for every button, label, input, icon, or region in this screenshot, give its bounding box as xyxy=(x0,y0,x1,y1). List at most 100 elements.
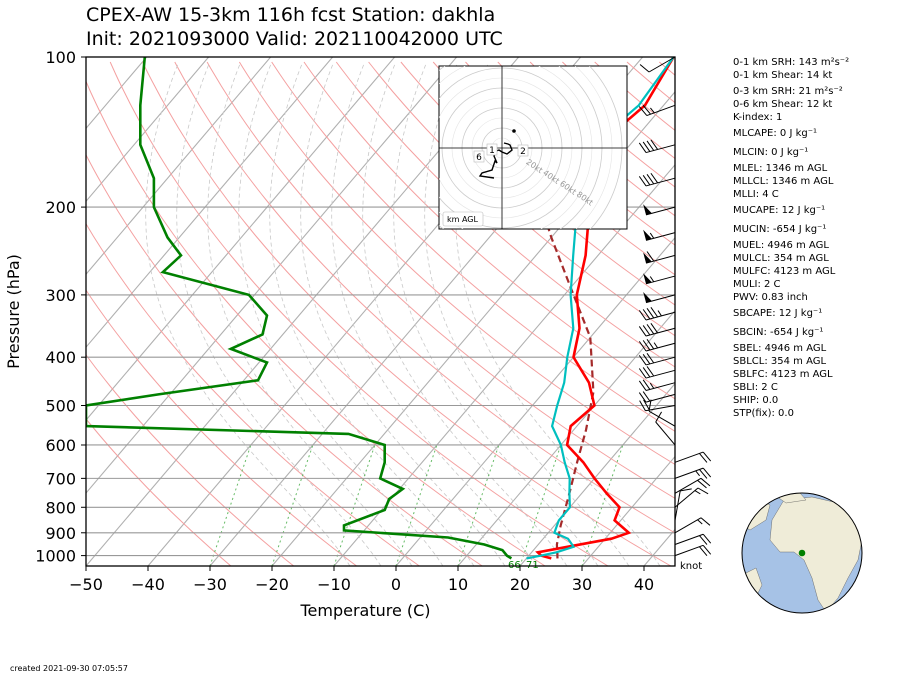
isotherm-line xyxy=(271,91,675,566)
y-tick-label: 100 xyxy=(45,48,76,67)
moist-adiabat xyxy=(300,61,506,566)
mixing-ratio-line xyxy=(395,444,438,566)
wind-barb xyxy=(674,533,712,545)
wind-barb-shaft xyxy=(674,533,704,545)
y-tick-label: 700 xyxy=(45,469,76,488)
isotherm-line xyxy=(86,57,458,494)
wind-barb-half xyxy=(653,342,659,349)
wind-barb-full xyxy=(638,310,647,321)
hodograph-panel xyxy=(438,65,628,230)
stat-mlcape: MLCAPE: 0 J kg⁻¹ xyxy=(733,128,818,139)
moist-adiabat xyxy=(393,61,599,566)
wind-barb-shaft xyxy=(674,490,681,521)
wind-barb-full xyxy=(642,340,651,351)
stat-shear-06: 0-6 km Shear: 12 kt xyxy=(733,99,833,110)
wind-barb-full xyxy=(638,142,647,153)
wind-barb-full xyxy=(642,104,651,115)
wind-barb xyxy=(638,307,676,321)
stat-ship: SHIP: 0.0 xyxy=(733,395,779,406)
moist-adiabat xyxy=(145,61,351,566)
wind-barb-full xyxy=(639,400,646,411)
plot-frame xyxy=(85,56,676,567)
wind-barb-half xyxy=(649,276,655,283)
hodograph-height-mark: 1 xyxy=(486,143,498,156)
stat-pwv: PWV: 0.83 inch xyxy=(733,292,808,303)
wind-barb-full xyxy=(702,451,712,462)
mixing-ratio-line xyxy=(209,444,252,566)
hodograph-legend-box xyxy=(442,211,484,227)
x-tick-label: −20 xyxy=(255,575,289,594)
wind-barb-full xyxy=(646,324,655,335)
stat-sblcl: SBLCL: 354 m AGL xyxy=(733,356,827,367)
y-tick-label: 1000 xyxy=(35,547,76,566)
dry-adiabat xyxy=(86,153,483,566)
wind-barb-flag xyxy=(643,204,652,215)
y-axis-label: Pressure (hPa) xyxy=(4,254,23,369)
moist-adiabat xyxy=(269,61,475,566)
wind-barb-full xyxy=(697,487,709,495)
mixing-ratio-line xyxy=(333,444,376,566)
wind-barb-full xyxy=(642,367,651,378)
wind-barb-full xyxy=(638,106,648,116)
stat-muli: MULI: 2 C xyxy=(733,279,781,290)
dry-adiabat xyxy=(142,61,672,566)
dry-adiabat xyxy=(86,354,295,566)
wind-barb-half xyxy=(694,490,701,495)
wind-barb xyxy=(638,172,676,187)
wind-barb-shaft xyxy=(645,382,676,391)
y-tick-label: 900 xyxy=(45,524,76,543)
isotherm-line xyxy=(86,57,396,421)
y-tick-label: 600 xyxy=(45,436,76,455)
wind-barb-half xyxy=(697,519,703,525)
wind-barb-shaft xyxy=(655,421,676,446)
hodograph-height-mark: 6 xyxy=(473,150,485,163)
moist-adiabat xyxy=(362,61,568,566)
hodograph-height-box xyxy=(517,144,529,157)
wind-barb-half xyxy=(649,232,655,239)
stat-mlli: MLLI: 4 C xyxy=(733,189,779,200)
dry-adiabat xyxy=(271,61,675,432)
stat-sbel: SBEL: 4946 m AGL xyxy=(733,343,827,354)
wind-barb-shaft xyxy=(645,311,676,321)
stat-mulcl: MULCL: 354 m AGL xyxy=(733,253,829,264)
wind-barb-full xyxy=(643,399,650,411)
wind-barb-full xyxy=(650,139,659,150)
wind-barb-full xyxy=(639,64,650,73)
wind-barb-shaft xyxy=(645,369,676,379)
x-tick-label: 0 xyxy=(391,575,401,594)
wind-barb-full xyxy=(699,546,708,556)
x-tick-label: 10 xyxy=(448,575,468,594)
x-tick-label: −50 xyxy=(69,575,103,594)
stat-mucape: MUCAPE: 12 J kg⁻¹ xyxy=(733,205,826,216)
wind-barb-shaft xyxy=(645,327,676,337)
hodograph-height-mark: 2 xyxy=(517,144,529,157)
mixing-ratio-line xyxy=(581,444,624,566)
station-marker xyxy=(798,549,806,557)
wind-barb-full xyxy=(699,453,708,463)
wind-barb-full xyxy=(638,176,647,187)
wind-barb xyxy=(643,251,676,264)
x-tick-label: −30 xyxy=(193,575,227,594)
wind-barb-full xyxy=(642,354,651,365)
mixing-ratio-line xyxy=(519,444,562,566)
wind-barb-full xyxy=(655,411,663,423)
wind-barb xyxy=(638,339,676,352)
hodograph-height-text: 1 xyxy=(489,146,495,156)
wind-barb-full xyxy=(699,535,708,545)
stat-sbli: SBLI: 2 C xyxy=(733,382,778,393)
stat-shear-01: 0-1 km Shear: 14 kt xyxy=(733,70,833,81)
x-tick-label: −40 xyxy=(131,575,165,594)
dry-adiabat xyxy=(86,80,546,566)
wind-barb-full xyxy=(702,545,712,555)
moist-adiabat xyxy=(207,61,413,566)
isotherm-line xyxy=(519,382,675,566)
x-tick-label: 30 xyxy=(572,575,592,594)
wind-barb-full xyxy=(638,380,647,391)
barb-unit-label: knot xyxy=(680,561,702,572)
wind-barb-flag xyxy=(643,273,652,284)
stat-stp: STP(fix): 0.0 xyxy=(733,408,794,419)
wind-barb-shaft xyxy=(648,410,676,427)
moist-adiabat xyxy=(176,61,382,566)
wind-barb xyxy=(648,399,676,427)
